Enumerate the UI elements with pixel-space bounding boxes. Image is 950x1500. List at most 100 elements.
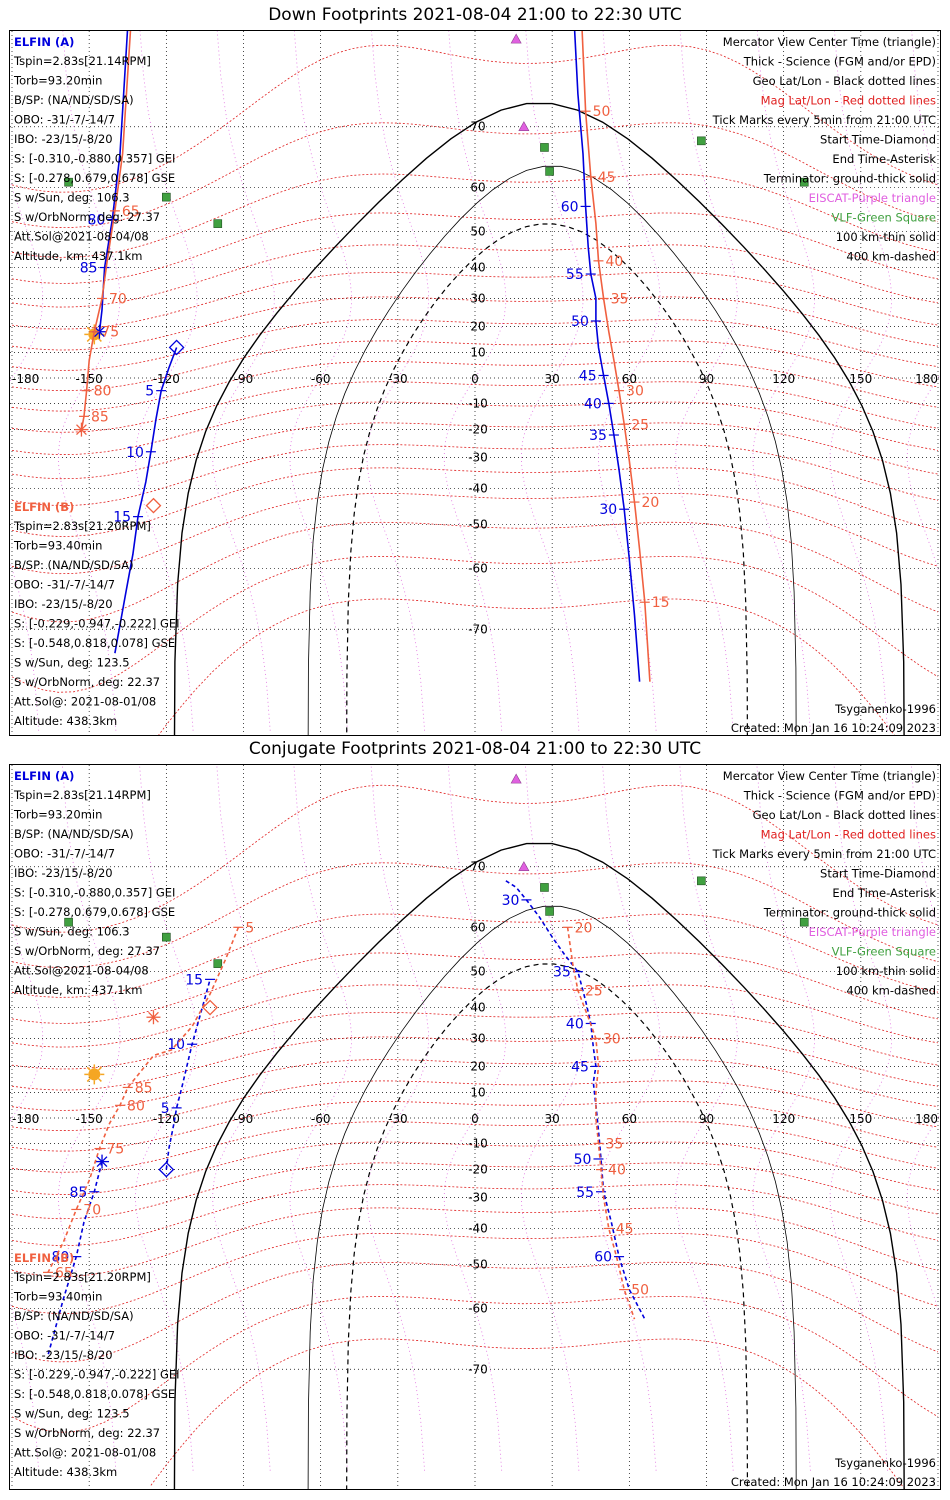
elfin-a-info-line: S w/Sun, deg: 106.3 <box>14 925 130 939</box>
legend-entry: End Time-Asterisk <box>832 152 936 166</box>
mag-parallel-line <box>11 271 939 330</box>
elfin-b-info-line: IBO: -23/15/-8/20 <box>14 1348 113 1362</box>
mag-parallel-line <box>11 784 939 933</box>
asterisk-stroke <box>94 326 105 338</box>
terminator-400km-line <box>345 223 749 832</box>
elfin-a-info-line: Torb=93.20min <box>13 74 102 88</box>
elfin-a-info-line: S: [-0.310,-0.880,0.357] GEI <box>14 886 175 900</box>
lon-tick-label: 60 <box>622 372 637 386</box>
lat-tick-label: 10 <box>470 346 485 360</box>
mag-meridian-line <box>443 691 507 1471</box>
elfin-a-info-line: Tspin=2.83s[21.14RPM] <box>13 54 151 68</box>
lat-tick-label: 40 <box>470 261 485 275</box>
elfin-b-info-line: OBO: -31/-7/-14/7 <box>14 1329 115 1343</box>
lon-tick-label: 30 <box>545 1112 560 1126</box>
lon-tick-label: -30 <box>388 372 408 386</box>
mag-parallel-line <box>150 598 908 753</box>
lat-tick-label: -50 <box>468 1257 488 1271</box>
vlf-station-square <box>64 917 73 927</box>
track-tick-label: 55 <box>566 267 584 283</box>
sun-ray <box>98 1078 102 1082</box>
eiscat-triangle <box>518 121 530 132</box>
lon-tick-label: -150 <box>76 372 103 386</box>
legend-entry: 100 km-thin solid <box>836 230 936 244</box>
chart-title-down: Down Footprints 2021-08-04 21:00 to 22:3… <box>268 5 682 25</box>
track-tick-label: 35 <box>605 1136 623 1152</box>
lon-tick-label: -30 <box>388 1112 408 1126</box>
lon-tick-label: -90 <box>234 1112 254 1126</box>
elfin-b-info-line: S: [-0.548,0.818,0.078] GSE <box>14 1387 175 1401</box>
terminator-100km-line <box>307 905 797 1500</box>
lat-tick-label: -20 <box>468 423 488 437</box>
lon-tick-label: 60 <box>622 1112 637 1126</box>
track-tick-label: 75 <box>101 325 119 341</box>
legend-entry: Mercator View Center Time (triangle) <box>723 769 936 783</box>
elfin-a-info-line: S: [-0.278,0.679,0.678] GSE <box>14 905 175 919</box>
elfin-b-info-line: Att.Sol@: 2021-08-01/08 <box>14 695 156 709</box>
elfin-b-name: ELFIN (B) <box>14 1251 74 1265</box>
legend-entry: 100 km-thin solid <box>836 964 936 978</box>
mag-parallel-line <box>11 244 939 308</box>
mag-parallel-line <box>11 913 939 998</box>
track-tick-label: 30 <box>599 502 617 518</box>
legend-entry: Terminator: ground-thick solid <box>763 906 936 920</box>
track-line <box>572 0 641 682</box>
legend: Mercator View Center Time (triangle) Thic… <box>712 769 937 998</box>
track-line <box>566 927 636 1320</box>
legend-entry: Mag Lat/Lon - Red dotted lines <box>761 94 936 108</box>
elfin-a-info-line: Altitude, km: 437.1km <box>14 983 142 997</box>
elfin-b-info-line: S: [-0.548,0.818,0.078] GSE <box>14 636 175 650</box>
track-line <box>165 979 211 1170</box>
elfin-b-info-line: S w/OrbNorm, deg: 22.37 <box>14 675 160 689</box>
elfin-a-info-line: IBO: -23/15/-8/20 <box>14 132 113 146</box>
lon-tick-label: 120 <box>772 1112 795 1126</box>
track-tick-label: 40 <box>566 1016 584 1032</box>
mag-parallel-line <box>11 1295 939 1433</box>
lat-tick-label: 10 <box>470 1086 485 1100</box>
legend-entry: 400 km-dashed <box>846 984 936 998</box>
track-tick-label: 45 <box>598 170 616 186</box>
chart-frame-down: -180 -150 -120 -90 -60 -30 0 30 60 90 120 150 180 70 6… <box>0 0 950 832</box>
eiscat-triangle <box>518 861 530 872</box>
legend: Mercator View Center Time (triangle) Thic… <box>712 35 937 264</box>
lon-tick-label: -180 <box>12 1112 39 1126</box>
track-tick-label: 80 <box>94 384 112 400</box>
mag-parallel-line <box>11 1207 939 1277</box>
lat-tick-label: -10 <box>468 396 488 410</box>
track-tick-label: 15 <box>113 510 131 526</box>
mag-parallel-line <box>11 340 939 392</box>
mag-parallel-line <box>11 1080 939 1132</box>
vlf-station-square <box>545 167 554 176</box>
vlf-station-square <box>540 143 549 152</box>
start-diamond <box>202 999 218 1016</box>
asterisk-stroke <box>148 1011 159 1023</box>
track-tick-label: 80 <box>127 1098 145 1114</box>
elfin-a-name: ELFIN (A) <box>14 769 74 783</box>
vlf-station-square <box>697 136 706 146</box>
elfin-b-info-line: Tspin=2.83s[21.20RPM] <box>13 1270 151 1284</box>
lat-tick-label: 30 <box>470 1031 485 1045</box>
elfin-b-info-line: Tspin=2.83s[21.20RPM] <box>13 519 151 533</box>
track-tick-label: 70 <box>83 1202 101 1218</box>
lat-tick-label: -50 <box>468 517 488 531</box>
vlf-station-square <box>545 907 554 916</box>
mag-parallel-line <box>11 1011 939 1070</box>
eiscat-triangle <box>510 33 522 44</box>
track-tick-label: 85 <box>91 409 109 425</box>
vlf-station-square <box>64 177 73 187</box>
elfin-b-info-line: S w/Sun, deg: 123.5 <box>14 1407 130 1421</box>
mag-parallel-line <box>11 1101 939 1152</box>
track-tick-label: 35 <box>611 291 629 307</box>
mag-meridian-line <box>521 691 584 1471</box>
mag-parallel-line <box>11 422 939 480</box>
lat-tick-label: -10 <box>468 1136 488 1150</box>
track-tick-label: 85 <box>69 1185 87 1201</box>
lat-tick-label: -70 <box>468 622 488 636</box>
track-tick-label: 30 <box>626 384 644 400</box>
geo-grid <box>10 765 940 1489</box>
sun-icon <box>84 1064 105 1085</box>
legend-entry: Start Time-Diamond <box>820 133 936 147</box>
mag-parallel-line <box>11 444 939 507</box>
lat-tick-label: -40 <box>468 481 488 495</box>
